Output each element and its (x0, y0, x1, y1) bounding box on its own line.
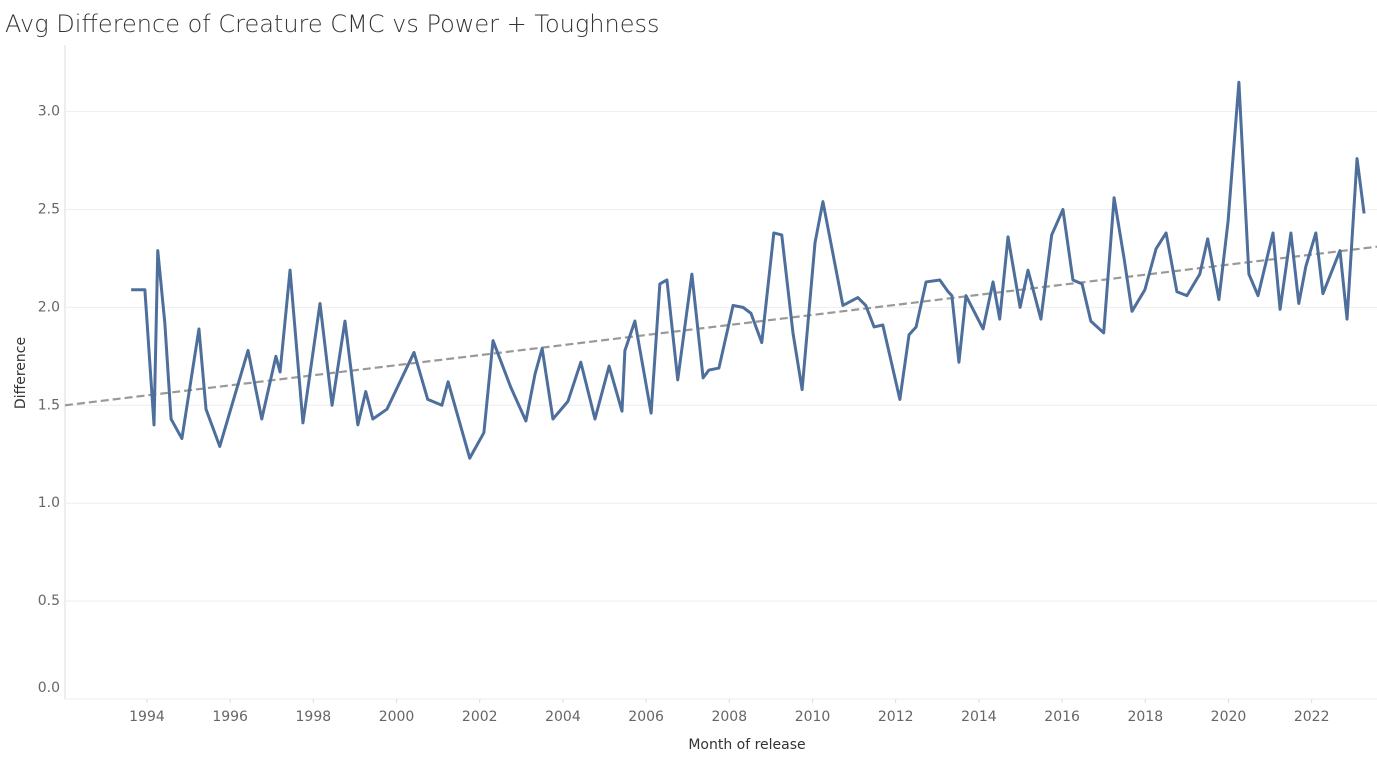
x-tick-label: 2016 (1044, 709, 1080, 725)
x-tick-label: 2002 (462, 709, 498, 725)
y-axis-title: Difference (13, 337, 29, 409)
x-tick-label: 2008 (711, 709, 747, 725)
y-tick-label: 0.0 (38, 680, 60, 696)
x-tick-label: 1998 (296, 709, 332, 725)
y-tick-label: 2.0 (38, 299, 60, 315)
y-tick-label: 3.0 (38, 104, 60, 120)
x-tick-label: 2014 (961, 709, 997, 725)
trend-line (64, 245, 1377, 407)
y-tick-label: 2.5 (38, 201, 60, 217)
y-tick-label: 1.5 (38, 397, 60, 413)
y-tick-label: 1.0 (38, 495, 60, 511)
x-axis-title: Month of release (688, 737, 805, 753)
data-line (131, 80, 1366, 460)
x-tick-label: 2020 (1211, 709, 1247, 725)
x-tick-label: 2012 (878, 709, 914, 725)
x-tick-label: 2000 (379, 709, 415, 725)
x-tick-label: 2010 (795, 709, 831, 725)
x-tick-label: 2022 (1294, 709, 1330, 725)
x-tick-label: 1994 (129, 709, 165, 725)
x-tick-label: 1996 (212, 709, 248, 725)
x-tick-label: 2004 (545, 709, 581, 725)
y-tick-label: 0.5 (38, 593, 60, 609)
x-tick-label: 2006 (628, 709, 664, 725)
chart-title: Avg Difference of Creature CMC vs Power … (5, 10, 659, 38)
x-tick-label: 2018 (1127, 709, 1163, 725)
